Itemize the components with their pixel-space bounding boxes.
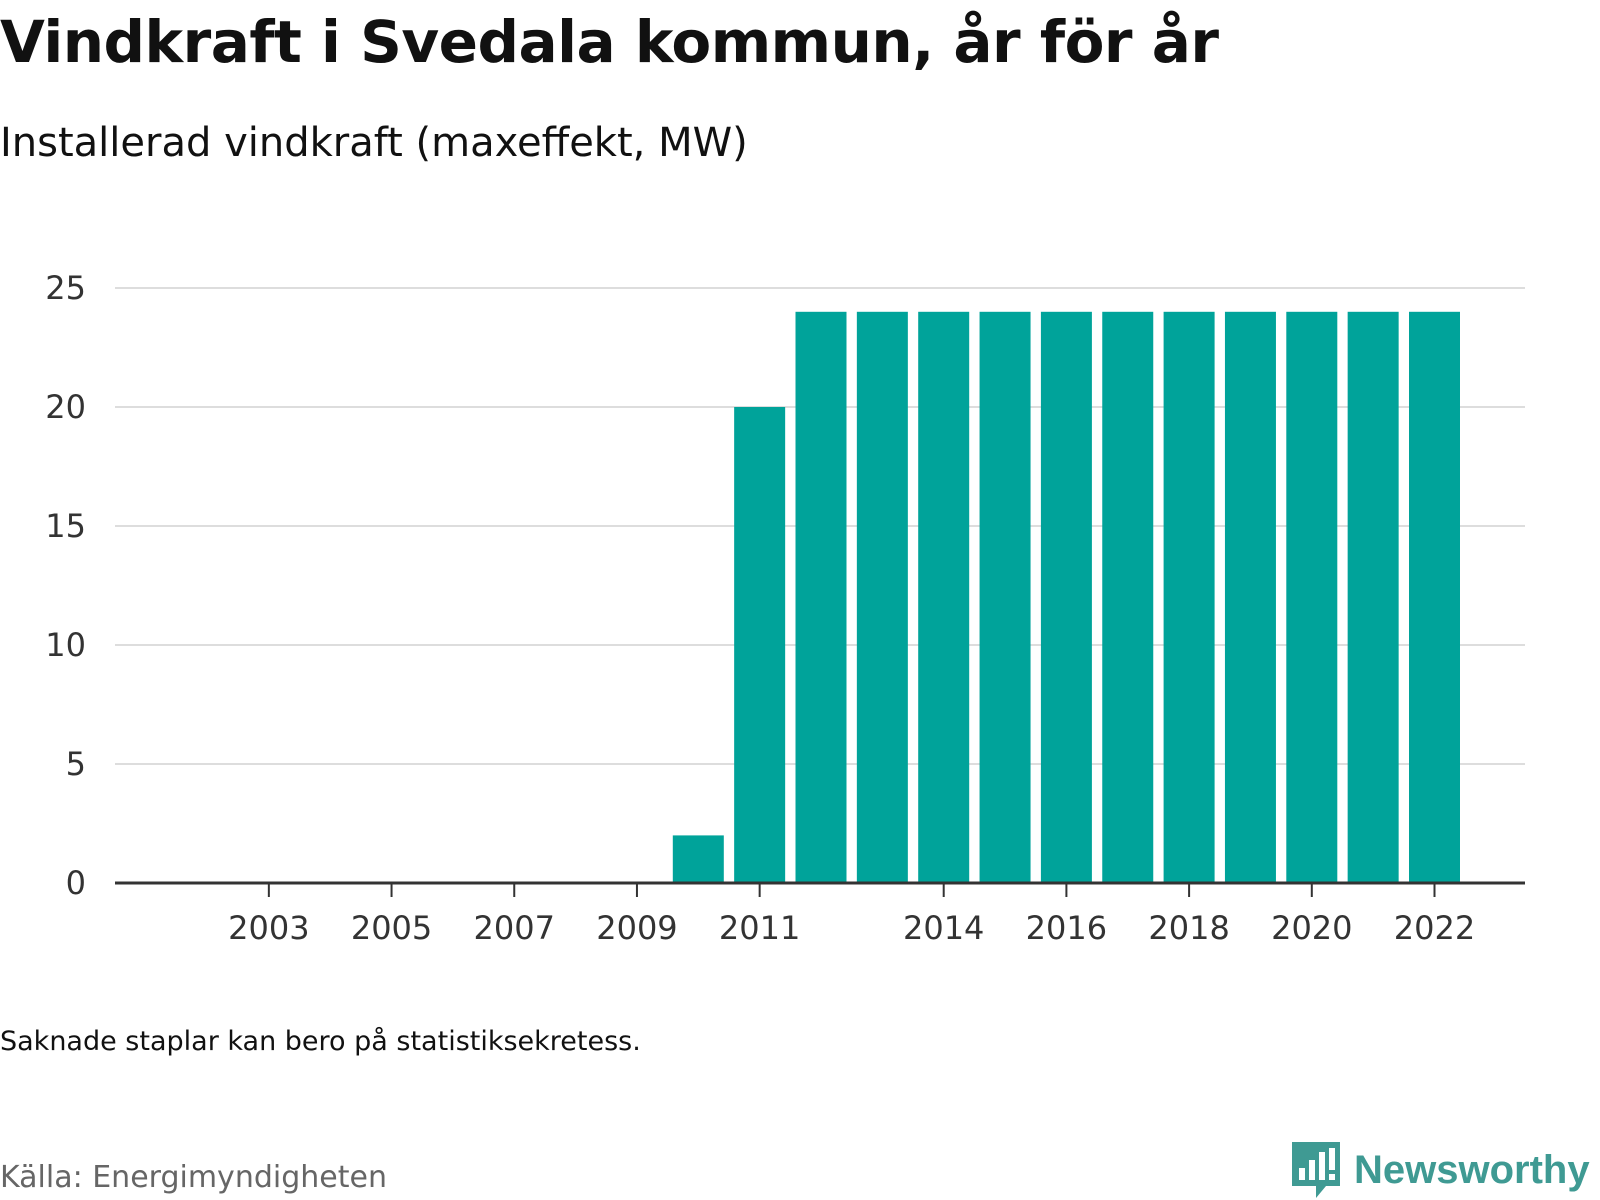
bar-2022 bbox=[1409, 311, 1460, 883]
y-tick-label: 10 bbox=[45, 626, 86, 664]
source-label: Källa: Energimyndigheten bbox=[0, 1160, 387, 1195]
bar-2010 bbox=[672, 835, 724, 883]
bar-2012 bbox=[795, 311, 847, 883]
x-tick-label: 2018 bbox=[1148, 909, 1229, 947]
x-tick-label: 2020 bbox=[1271, 909, 1352, 947]
bar-2015 bbox=[979, 311, 1031, 883]
y-tick-label: 15 bbox=[45, 507, 86, 545]
chart-title: Vindkraft i Svedala kommun, år för år bbox=[0, 8, 1219, 76]
x-tick-label: 2014 bbox=[903, 909, 984, 947]
x-tick-label: 2003 bbox=[228, 909, 309, 947]
bar-2011 bbox=[734, 407, 786, 883]
bar-2018 bbox=[1163, 311, 1215, 883]
y-axis-ticks: 0 5 10 15 20 25 bbox=[45, 269, 86, 902]
brand-name: Newsworthy bbox=[1354, 1147, 1590, 1192]
y-tick-label: 25 bbox=[45, 269, 86, 307]
x-tick-label: 2009 bbox=[596, 909, 677, 947]
bar-2021 bbox=[1347, 311, 1399, 883]
brand-logo: Newsworthy bbox=[1290, 1140, 1590, 1200]
bar-2016 bbox=[1040, 311, 1092, 883]
y-tick-label: 5 bbox=[66, 745, 86, 783]
x-tick-label: 2011 bbox=[719, 909, 800, 947]
footnote: Saknade staplar kan bero på statistiksek… bbox=[0, 1026, 641, 1057]
chart-subtitle: Installerad vindkraft (maxeffekt, MW) bbox=[0, 120, 748, 166]
bar-2020 bbox=[1286, 311, 1338, 883]
bar-2013 bbox=[856, 311, 908, 883]
y-tick-label: 20 bbox=[45, 388, 86, 426]
x-axis-ticks: 2003 2005 2007 2009 2011 2014 2016 2018 2020 2022 bbox=[228, 883, 1475, 947]
bar-2017 bbox=[1102, 311, 1154, 883]
y-tick-label: 0 bbox=[66, 864, 86, 902]
x-tick-label: 2005 bbox=[351, 909, 432, 947]
bar-2014 bbox=[918, 311, 970, 883]
x-tick-label: 2016 bbox=[1026, 909, 1107, 947]
bars bbox=[672, 311, 1460, 883]
x-tick-label: 2022 bbox=[1394, 909, 1475, 947]
bar-2019 bbox=[1224, 311, 1276, 883]
x-tick-label: 2007 bbox=[474, 909, 555, 947]
bar-chart-speech-bubble-icon bbox=[1292, 1142, 1340, 1198]
